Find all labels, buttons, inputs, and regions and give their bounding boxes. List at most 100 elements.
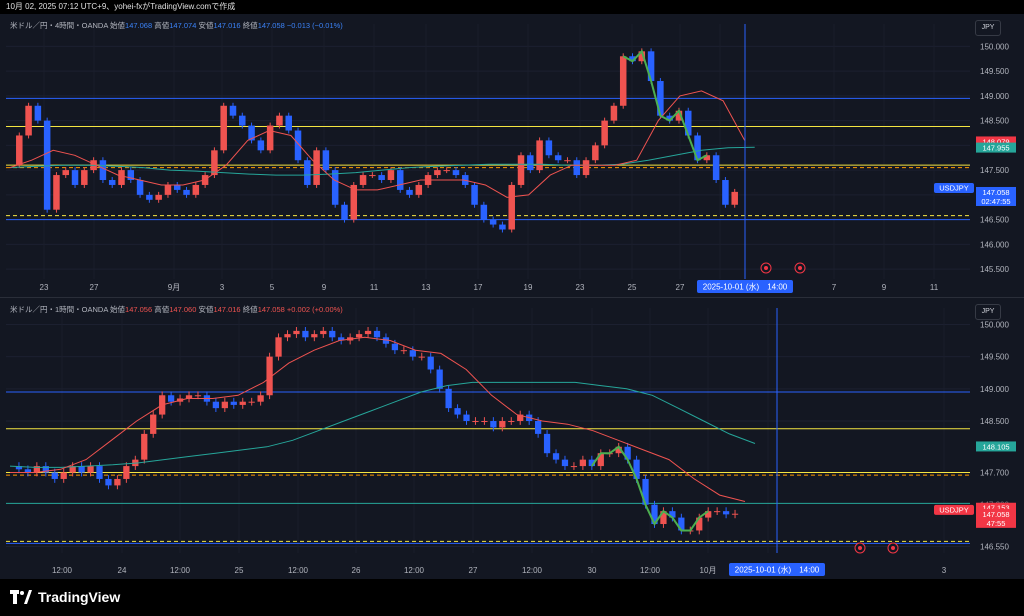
legend-high: 147.074 (169, 21, 197, 30)
candle-body (619, 56, 627, 106)
legend-open: 147.068 (125, 21, 153, 30)
x-tick-label: 3 (220, 283, 225, 292)
candle-body (678, 517, 685, 531)
candle-body (463, 414, 470, 422)
legend-close: 147.058 (257, 305, 285, 314)
x-tick-label: 12:00 (52, 566, 73, 575)
candle-body (369, 175, 376, 177)
legend-symbol: 米ドル／円・1時間・OANDA (10, 305, 108, 314)
candle-body (294, 130, 302, 161)
candle-body (582, 160, 590, 176)
candle-body (81, 170, 88, 185)
candle-body (660, 511, 667, 525)
candle-body (42, 466, 49, 473)
candle-body (257, 395, 264, 402)
candle-body (220, 105, 227, 151)
candle-body (534, 421, 542, 434)
candle-body (192, 184, 200, 195)
candle-body (554, 155, 562, 161)
candle-body (705, 511, 712, 518)
price-label-box (976, 136, 1016, 147)
chart-panel-4h[interactable]: 150.000149.500149.000148.500148.000147.5… (0, 14, 1024, 297)
candle-body (406, 189, 413, 195)
price-label: 147.153 (982, 504, 1009, 513)
x-tick-label: 5 (270, 283, 275, 292)
symbol-tag-box (934, 504, 974, 515)
candle-body (322, 150, 330, 171)
y-tick-label: 146.000 (980, 240, 1009, 249)
candle-body (669, 511, 676, 518)
candle-body (489, 219, 497, 225)
candle-body (499, 421, 506, 428)
candle-body (629, 56, 636, 62)
chart-canvas-1h[interactable]: 150.000 149.500 149.000 148.500 147.700 146.5… (0, 298, 1024, 580)
price-label: 02:47:55 (981, 197, 1010, 206)
x-tick-label: 9月 (168, 283, 180, 292)
candle-body (731, 191, 738, 205)
candle-body (25, 105, 32, 136)
legend-high-label: 高値 (154, 21, 170, 30)
tradingview-logo[interactable]: TradingView (10, 589, 120, 605)
candle-body (275, 337, 282, 357)
candle-body (355, 334, 363, 338)
candle-body (694, 135, 701, 161)
price-label-box (976, 142, 1016, 153)
price-label-box (976, 195, 1016, 206)
candle-body (427, 356, 434, 370)
candle-body (434, 170, 441, 176)
candle-body (185, 395, 193, 399)
candle-body (409, 350, 416, 357)
x-tick-label: 24 (118, 566, 127, 575)
legend-low-label: 安値 (198, 305, 214, 314)
candle-body (167, 395, 175, 402)
candle-body (257, 140, 265, 151)
price-label: 147.058 (982, 510, 1009, 519)
candle-body (211, 150, 218, 176)
currency-button-4h[interactable]: JPY (975, 20, 1001, 36)
candle-body (415, 184, 423, 195)
candle-body (33, 466, 40, 473)
footer-bar: TradingView (0, 579, 1024, 616)
price-label: 148.105 (982, 442, 1009, 451)
price-label: 147.058 (982, 188, 1009, 197)
price-label: 47:55 (987, 519, 1006, 528)
candle-body (400, 350, 407, 352)
event-dot (858, 546, 862, 550)
symbol-tag-box (934, 182, 974, 193)
candle-body (624, 446, 631, 460)
candle-body (123, 466, 130, 479)
candle-body (610, 105, 618, 121)
candle-body (445, 388, 452, 409)
candle-body (675, 110, 683, 121)
currency-button-1h[interactable]: JPY (975, 304, 1001, 320)
candle-body (164, 184, 172, 195)
x-tick-label: 19 (524, 283, 533, 292)
legend-low: 147.016 (213, 305, 241, 314)
legend-close-label: 終値 (242, 305, 258, 314)
chart-panel-1h[interactable]: 150.000 149.500 149.000 148.500 147.700 146.5… (0, 297, 1024, 580)
price-label-box (976, 502, 1016, 513)
candle-body (722, 180, 729, 205)
candle-body (666, 115, 673, 121)
candle-body (703, 155, 711, 161)
price-label-box (976, 508, 1016, 519)
x-tick-label: 27 (469, 566, 478, 575)
x-tick-label: 3 (942, 566, 947, 575)
candle-body (239, 401, 246, 405)
legend-low: 147.016 (213, 21, 241, 30)
chart-canvas-4h[interactable]: 150.000149.500149.000148.500148.000147.5… (0, 14, 1024, 297)
candle-body (527, 155, 534, 171)
candle-body (570, 466, 578, 468)
candle-body (320, 330, 327, 335)
y-tick-label: 147.500 (980, 166, 1009, 175)
candle-body (573, 160, 581, 176)
candle-body (331, 170, 339, 205)
y-tick-label: 149.500 (980, 67, 1009, 76)
tradingview-logo-icon (10, 590, 32, 604)
crosshair-date-box (729, 563, 825, 576)
candle-body (136, 180, 144, 195)
event-dot (798, 266, 802, 270)
candle-body (51, 472, 58, 479)
candle-body (588, 459, 595, 467)
x-tick-label: 12:00 (170, 566, 191, 575)
